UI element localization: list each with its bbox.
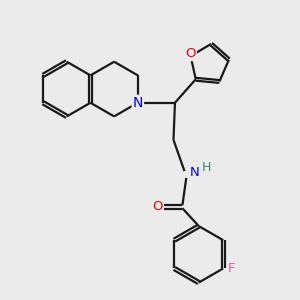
Text: O: O xyxy=(152,200,162,213)
Text: N: N xyxy=(189,166,199,179)
Text: N: N xyxy=(133,96,143,110)
Text: F: F xyxy=(228,262,235,275)
Text: H: H xyxy=(202,161,211,174)
Text: O: O xyxy=(185,47,196,60)
